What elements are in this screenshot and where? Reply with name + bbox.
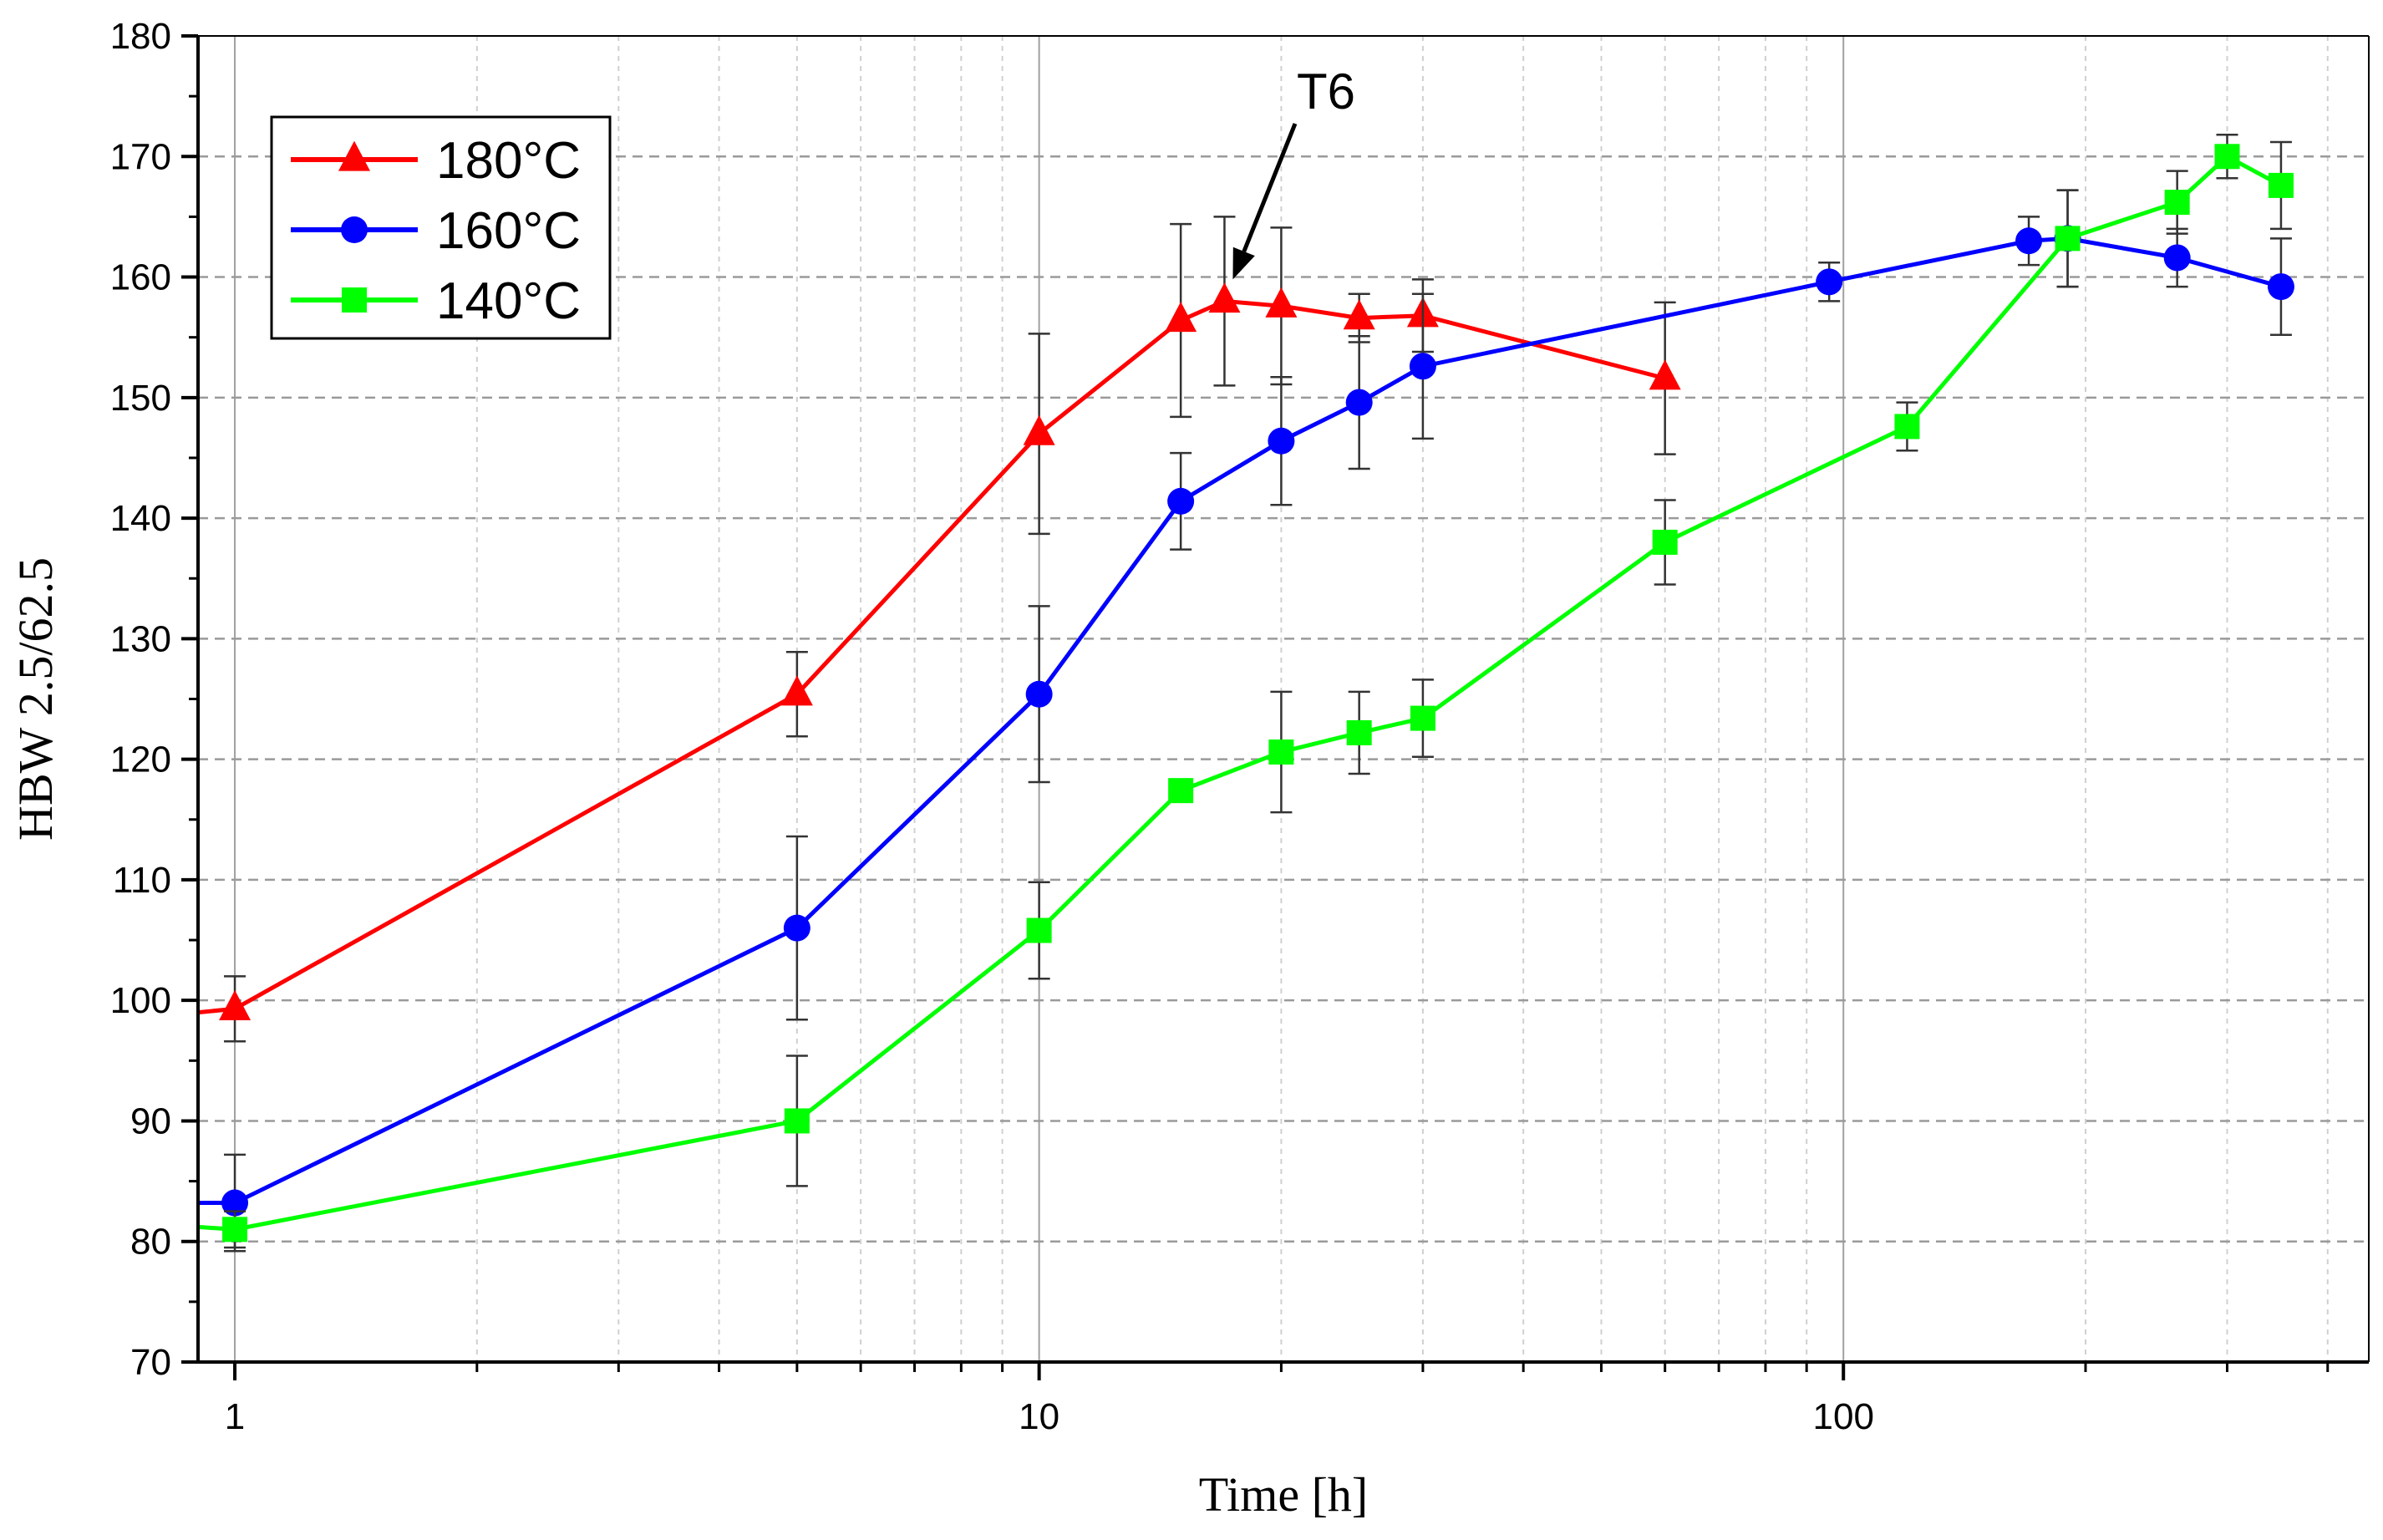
legend-entry-140: 140°C	[291, 272, 581, 330]
x-tick-label: 1	[225, 1396, 245, 1437]
data-point	[1652, 529, 1678, 555]
data-point	[2055, 226, 2081, 252]
major-grid	[198, 36, 2369, 1362]
y-tick-label: 90	[130, 1100, 171, 1141]
annotation-t6-label: T6	[1297, 64, 1355, 119]
data-point	[222, 1217, 248, 1243]
x-tick-label: 100	[1813, 1396, 1874, 1437]
legend-marker	[341, 216, 368, 243]
legend-marker	[338, 140, 370, 171]
data-point	[784, 1108, 810, 1134]
data-point	[1165, 302, 1197, 333]
data-point	[1167, 487, 1195, 515]
series-line	[197, 298, 1666, 1015]
series-layer	[197, 134, 2294, 1253]
annotation-t6: T6	[1232, 64, 1355, 280]
series-2	[197, 134, 2294, 1249]
x-tick-label: 10	[1019, 1396, 1059, 1437]
y-tick-label: 150	[110, 378, 171, 419]
data-point	[1026, 917, 1052, 943]
data-point	[1409, 353, 1436, 380]
y-tick-label: 180	[110, 16, 171, 57]
data-point	[2164, 190, 2190, 216]
legend-entry-180: 180°C	[291, 132, 581, 190]
y-tick-label: 140	[110, 498, 171, 539]
data-point	[2267, 273, 2294, 301]
series-line	[197, 154, 2283, 1232]
data-point	[780, 675, 813, 706]
data-point	[2163, 244, 2191, 272]
y-tick-label: 80	[130, 1222, 171, 1263]
data-point	[1268, 427, 1295, 455]
legend-entry-160: 160°C	[291, 202, 581, 260]
y-tick-label: 100	[110, 980, 171, 1021]
data-point	[1649, 359, 1681, 390]
data-point	[1168, 778, 1194, 804]
annotation-arrow-head	[1232, 247, 1255, 280]
y-axis-title: HBW 2.5/62.5	[8, 557, 63, 841]
y-tick-label: 120	[110, 740, 171, 780]
data-point	[1265, 287, 1298, 318]
legend-label-140: 140°C	[436, 272, 581, 330]
data-point	[1816, 268, 1843, 296]
y-tick-label: 130	[110, 618, 171, 659]
legend-label-180: 180°C	[436, 132, 581, 190]
data-point	[2268, 172, 2294, 198]
data-point	[1345, 389, 1373, 416]
y-tick-label: 170	[110, 136, 171, 177]
data-point	[1346, 719, 1372, 745]
legend: 180°C 160°C 140°C	[270, 115, 612, 340]
legend-marker	[342, 287, 367, 313]
data-point	[1894, 414, 1920, 440]
data-point	[1343, 299, 1375, 330]
y-tick-label: 160	[110, 257, 171, 298]
data-point	[2214, 144, 2240, 170]
data-point	[1410, 705, 1435, 731]
data-point	[1023, 414, 1055, 445]
data-point	[219, 989, 252, 1020]
y-tick-label: 110	[113, 860, 171, 901]
data-point	[1025, 680, 1053, 708]
y-tick-label: 70	[130, 1342, 171, 1383]
axes-layer	[181, 34, 2370, 1380]
data-point	[2015, 227, 2043, 255]
data-point	[783, 914, 810, 942]
series-0	[197, 216, 1681, 1043]
data-point	[1208, 282, 1241, 313]
data-point	[1268, 739, 1294, 765]
x-axis-title: Time [h]	[1199, 1467, 1369, 1522]
legend-label-160: 160°C	[436, 202, 581, 260]
data-point	[221, 1189, 249, 1217]
annotation-arrow-shaft	[1242, 123, 1298, 252]
